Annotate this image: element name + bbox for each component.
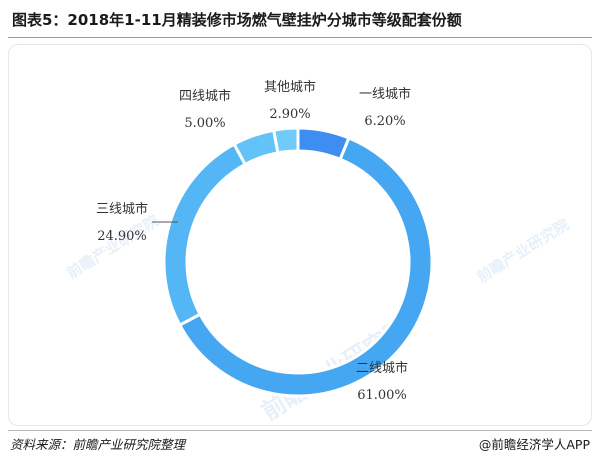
brand-credit: @前瞻经济学人APP (478, 437, 590, 452)
slice-value-label: 5.00% (184, 116, 225, 131)
chart-panel (8, 44, 592, 426)
slice-value-label: 61.00% (357, 388, 407, 403)
source-note: 资料来源：前瞻产业研究院整理 (10, 437, 186, 452)
slice-category-label: 一线城市 (359, 86, 411, 102)
slice-category-label: 三线城市 (96, 201, 148, 217)
slice-category-label: 其他城市 (264, 79, 316, 95)
footer-divider (8, 430, 592, 431)
slice-value-label: 24.90% (97, 229, 147, 244)
slice-2 (177, 136, 434, 398)
slice-5 (271, 126, 300, 155)
slice-category-label: 二线城市 (356, 360, 408, 376)
slice-value-label: 2.90% (269, 107, 310, 122)
chart-title: 图表5：2018年1-11月精装修市场燃气壁挂炉分城市等级配套份额 (12, 11, 462, 29)
slice-3 (162, 142, 248, 328)
slice-labels: 一线城市 6.20% 二线城市 61.00% 三线城市 24.90% 四线城市 5.00% 其他… (96, 79, 411, 403)
slice-category-label: 四线城市 (179, 88, 231, 104)
donut-slices (162, 126, 434, 398)
title-divider (8, 37, 592, 38)
slice-value-label: 6.20% (364, 114, 405, 129)
slice-4 (232, 128, 280, 167)
